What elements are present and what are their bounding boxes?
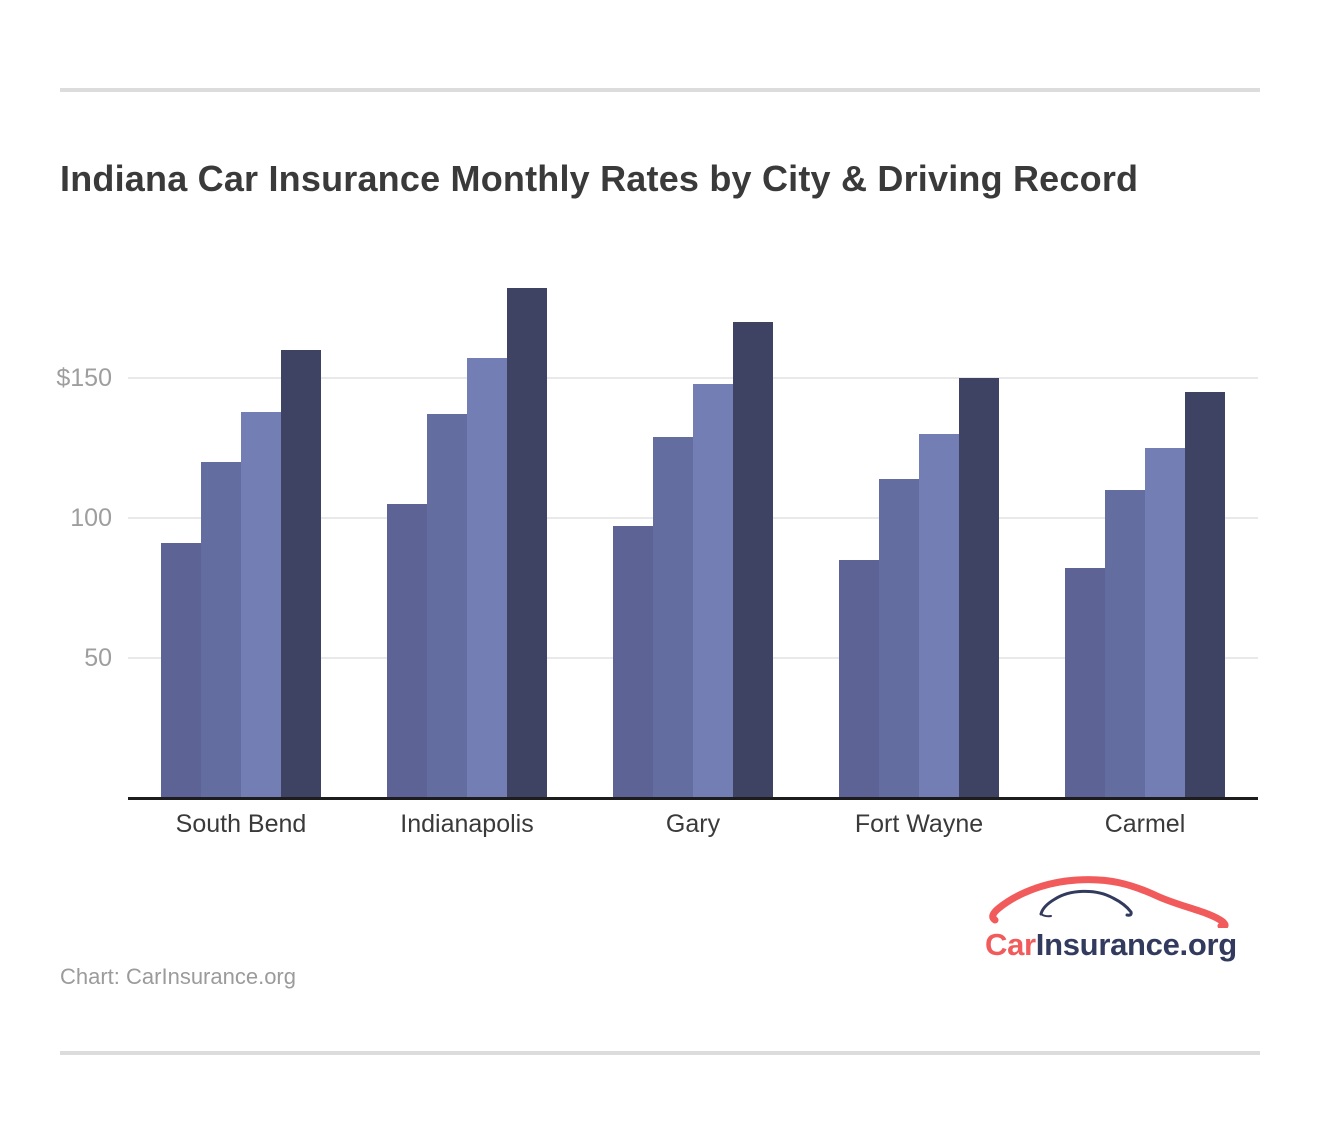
x-axis-line xyxy=(128,797,1258,800)
bar xyxy=(161,543,201,798)
y-axis: 50 100 $150 xyxy=(0,230,112,798)
y-axis-tick-label: $150 xyxy=(56,364,112,392)
x-axis-label: Gary xyxy=(665,810,721,838)
bar xyxy=(1145,448,1185,798)
bar-group xyxy=(806,230,1032,798)
car-swoosh-icon xyxy=(989,876,1229,930)
gridline xyxy=(128,377,1258,379)
bar-group xyxy=(128,230,354,798)
logo-text-car: Car xyxy=(985,927,1036,962)
carinsurance-logo: CarInsurance.org xyxy=(985,876,1245,963)
x-axis-label: Carmel xyxy=(1104,810,1186,838)
bar xyxy=(467,358,507,798)
chart-title: Indiana Car Insurance Monthly Rates by C… xyxy=(60,158,1139,199)
logo-text: CarInsurance.org xyxy=(985,927,1245,963)
y-axis-tick-label: 50 xyxy=(84,644,112,672)
bar xyxy=(1185,392,1225,798)
bar-group xyxy=(354,230,580,798)
bar xyxy=(387,504,427,798)
bar xyxy=(427,414,467,798)
logo-text-tld: .org xyxy=(1179,927,1238,962)
bar xyxy=(879,478,919,798)
bar xyxy=(1105,490,1145,798)
bar-group xyxy=(1032,230,1258,798)
bar xyxy=(613,526,653,798)
bar xyxy=(839,560,879,798)
y-axis-tick-label: 100 xyxy=(70,504,112,532)
bar xyxy=(281,350,321,798)
bar xyxy=(1065,568,1105,798)
bar xyxy=(507,288,547,798)
bottom-divider xyxy=(60,1051,1260,1055)
bar xyxy=(919,434,959,798)
bar xyxy=(959,378,999,798)
bar xyxy=(733,322,773,798)
bar-group xyxy=(580,230,806,798)
chart-attribution: Chart: CarInsurance.org xyxy=(60,964,296,989)
logo-text-insurance: Insurance xyxy=(1035,927,1180,962)
bar xyxy=(653,436,693,798)
bar xyxy=(201,462,241,798)
x-axis-label: South Bend xyxy=(175,810,307,838)
x-axis-label: Indianapolis xyxy=(400,810,534,838)
top-divider xyxy=(60,88,1260,92)
plot-area xyxy=(128,230,1258,800)
bar xyxy=(241,411,281,798)
x-axis-label: Fort Wayne xyxy=(854,810,984,838)
bar xyxy=(693,383,733,798)
x-axis-labels: South Bend Indianapolis Gary Fort Wayne Carm… xyxy=(128,810,1258,842)
